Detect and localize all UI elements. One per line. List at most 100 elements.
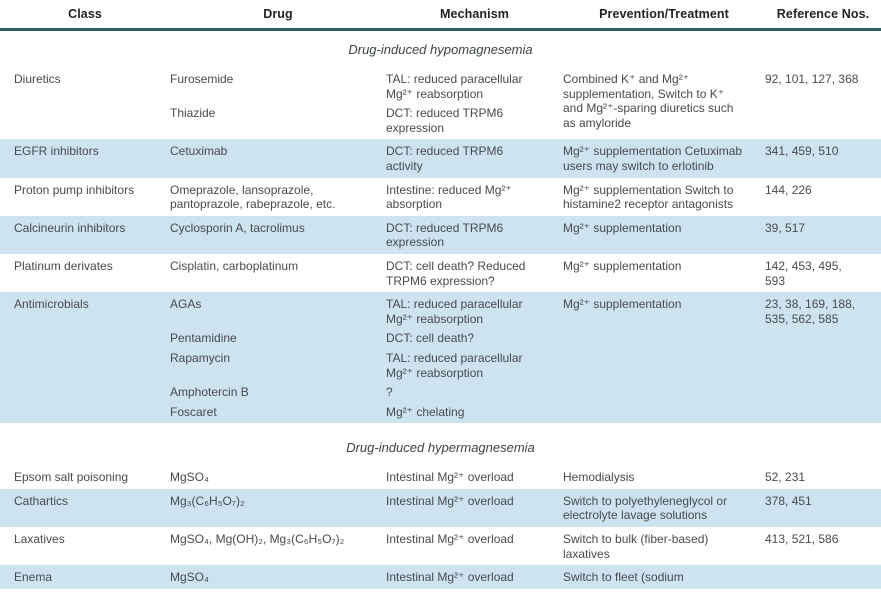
mechanism-cell: TAL: reduced paracellular Mg²⁺ reabsorpt… xyxy=(386,72,523,101)
drug-cell: Foscaret xyxy=(170,404,217,419)
table-row: Epsom salt poisoning MgSO₄ Intestinal Mg²⁺… xyxy=(0,465,881,489)
drug-cell: AGAs xyxy=(170,297,202,312)
prevention-cell: Mg²⁺ supplementation xyxy=(563,220,682,235)
references-cell: 144, 226 xyxy=(765,182,812,197)
table-row: Calcineurin inhibitors Cyclosporin A, tac… xyxy=(0,215,881,254)
class-cell: EGFR inhibitors xyxy=(14,144,99,159)
mechanism-cell: TAL: reduced paracellular Mg²⁺ reabsorpt… xyxy=(386,350,523,380)
prevention-cell: Mg²⁺ supplementation Switch to histamine… xyxy=(563,182,734,212)
class-cell: Diuretics xyxy=(14,72,61,86)
class-cell: Enema xyxy=(14,570,53,585)
drug-mechanism-subrow: AGAs TAL: reduced paracellular Mg²⁺ reabs… xyxy=(170,297,563,326)
drug-mechanism-subrow: Cyclosporin A, tacrolimus DCT: reduced TR… xyxy=(170,221,563,250)
drug-cell: Cetuximab xyxy=(170,144,228,159)
class-cell: Cathartics xyxy=(14,493,69,508)
section-title: Drug-induced hypomagnesemia xyxy=(348,42,533,57)
references-cell: 413, 521, 586 xyxy=(765,532,839,547)
drug-cell: Cisplatin, carboplatinum xyxy=(170,258,299,273)
drug-mechanism-subrow: Cisplatin, carboplatinum DCT: cell death?… xyxy=(170,259,563,288)
drug-cell: MgSO₄, Mg(OH)₂, Mg₃(C₆H₅O₇)₂ xyxy=(170,532,345,547)
references-cell: 142, 453, 495, 593 xyxy=(765,258,842,288)
drug-mechanism-group: Cetuximab DCT: reduced TRPM6 activity xyxy=(170,144,563,173)
drug-mechanism-group: Mg₃(C₆H₅O₇)₂ Intestinal Mg²⁺ overload xyxy=(170,494,563,509)
table-body: Drug-induced hypomagnesemia Diuretics Furo… xyxy=(0,42,881,589)
mechanism-cell: Intestinal Mg²⁺ overload xyxy=(386,493,514,508)
table-header: Class Drug Mechanism Prevention/Treatmen… xyxy=(0,0,881,28)
table-section: Drug-induced hypermagnesemia Epsom salt p… xyxy=(0,440,881,589)
mechanism-cell: DCT: reduced TRPM6 expression xyxy=(386,220,504,250)
drug-mechanism-group: Omeprazole, lansoprazole, pantoprazole, … xyxy=(170,183,563,212)
column-header-drug: Drug xyxy=(263,7,293,21)
section-title: Drug-induced hypermagnesemia xyxy=(346,440,535,456)
drug-mechanism-subrow: Mg₃(C₆H₅O₇)₂ Intestinal Mg²⁺ overload xyxy=(170,494,563,509)
class-cell: Laxatives xyxy=(14,532,65,547)
drug-mechanism-group: Furosemide TAL: reduced paracellular Mg²⁺… xyxy=(170,72,563,135)
prevention-cell: Mg²⁺ supplementation Cetuximab users may… xyxy=(563,144,743,173)
prevention-cell: Mg²⁺ supplementation xyxy=(563,297,682,312)
column-header-mechanism: Mechanism xyxy=(440,7,509,21)
drug-mechanism-subrow: MgSO₄ Intestinal Mg²⁺ overload xyxy=(170,470,563,485)
prevention-cell: Mg²⁺ supplementation xyxy=(563,258,682,273)
prevention-cell: Hemodialysis xyxy=(563,470,635,485)
drug-mechanism-subrow: Amphotercin B? xyxy=(170,385,563,400)
drug-mechanism-subrow: Pentamidine DCT: cell death? xyxy=(170,331,563,346)
mechanism-cell: DCT: reduced TRPM6 expression xyxy=(386,106,504,135)
drug-cell: Furosemide xyxy=(170,72,234,86)
mechanism-cell: DCT: cell death? xyxy=(386,331,475,346)
class-cell: Platinum derivates xyxy=(14,258,113,273)
drug-mechanism-subrow: MgSO₄ Intestinal Mg²⁺ overload xyxy=(170,570,563,585)
drug-mechanism-subrow: Foscaret Mg²⁺ chelating xyxy=(170,405,563,420)
mechanism-cell: DCT: reduced TRPM6 activity xyxy=(386,144,504,173)
drug-mechanism-subrow: Thiazide DCT: reduced TRPM6 expression xyxy=(170,106,563,135)
table-row: Proton pump inhibitors Omeprazole, lansop… xyxy=(0,178,881,216)
references-cell: 92, 101, 127, 368 xyxy=(765,72,859,86)
drug-cell: Thiazide xyxy=(170,106,216,121)
column-header-prevention-treatment: Prevention/Treatment xyxy=(599,7,729,21)
drug-cell: Rapamycin xyxy=(170,350,231,365)
mechanism-cell: DCT: cell death? Reduced TRPM6 expressio… xyxy=(386,258,526,288)
references-cell: 378, 451 xyxy=(765,493,812,508)
mechanism-cell: TAL: reduced paracellular Mg²⁺ reabsorpt… xyxy=(386,297,523,326)
class-cell: Proton pump inhibitors xyxy=(14,182,135,197)
mechanism-cell: Intestinal Mg²⁺ overload xyxy=(386,532,514,547)
class-cell: Epsom salt poisoning xyxy=(14,470,129,485)
drug-cell: Cyclosporin A, tacrolimus xyxy=(170,220,305,235)
references-cell: 341, 459, 510 xyxy=(765,144,839,159)
prevention-cell: Combined K⁺ and Mg²⁺ supplementation, Sw… xyxy=(563,72,734,130)
drug-cell: MgSO₄ xyxy=(170,570,209,585)
references-cell: 52, 231 xyxy=(765,470,806,485)
table-row: Antimicrobials AGAs TAL: reduced paracellu… xyxy=(0,292,881,424)
drug-mechanism-group: MgSO₄ Intestinal Mg²⁺ overload xyxy=(170,470,563,485)
drug-cell: Mg₃(C₆H₅O₇)₂ xyxy=(170,493,245,508)
references-cell: 23, 38, 169, 188, 535, 562, 585 xyxy=(765,297,856,326)
header-divider-rule xyxy=(0,28,881,31)
drug-mechanism-subrow: Omeprazole, lansoprazole, pantoprazole, … xyxy=(170,183,563,212)
drug-mechanism-subrow: Rapamycin TAL: reduced paracellular Mg²⁺ … xyxy=(170,351,563,380)
mechanism-cell: Mg²⁺ chelating xyxy=(386,404,465,419)
table-row: Enema MgSO₄ Intestinal Mg²⁺ overload Switch… xyxy=(0,565,881,589)
drug-mechanism-group: Cyclosporin A, tacrolimus DCT: reduced TR… xyxy=(170,221,563,250)
table-section: Drug-induced hypomagnesemia Diuretics Furo… xyxy=(0,42,881,424)
column-header-reference-nos: Reference Nos. xyxy=(776,7,870,21)
drug-mechanism-group: Cisplatin, carboplatinum DCT: cell death?… xyxy=(170,259,563,288)
table-row: Diuretics Furosemide TAL: reduced paracell… xyxy=(0,67,881,139)
mechanism-cell: Intestine: reduced Mg²⁺ absorption xyxy=(386,182,512,212)
table-row: Laxatives MgSO₄, Mg(OH)₂, Mg₃(C₆H₅O₇)₂ Int… xyxy=(0,527,881,565)
mechanism-cell: Intestinal Mg²⁺ overload xyxy=(386,470,514,485)
table-row: Platinum derivates Cisplatin, carboplatin… xyxy=(0,254,881,292)
drug-mechanism-group: MgSO₄ Intestinal Mg²⁺ overload xyxy=(170,570,563,585)
references-cell: 39, 517 xyxy=(765,220,806,235)
drug-mechanism-subrow: Cetuximab DCT: reduced TRPM6 activity xyxy=(170,144,563,173)
class-cell: Antimicrobials xyxy=(14,297,89,312)
column-header-class: Class xyxy=(68,7,102,21)
drug-mechanism-group: MgSO₄, Mg(OH)₂, Mg₃(C₆H₅O₇)₂ Intestinal M… xyxy=(170,532,563,547)
drug-cell: Omeprazole, lansoprazole, pantoprazole, … xyxy=(170,182,336,212)
mechanism-cell: Intestinal Mg²⁺ overload xyxy=(386,570,514,585)
table-row: Cathartics Mg₃(C₆H₅O₇)₂ Intestinal Mg²⁺ ov… xyxy=(0,488,881,528)
drug-mechanism-group: AGAs TAL: reduced paracellular Mg²⁺ reabs… xyxy=(170,297,563,419)
prevention-cell: Switch to bulk (fiber-based) laxatives xyxy=(563,532,709,561)
drug-cell: Amphotercin B xyxy=(170,385,249,400)
prevention-cell: Switch to fleet (sodium xyxy=(563,570,684,585)
drug-mechanism-subrow: MgSO₄, Mg(OH)₂, Mg₃(C₆H₅O₇)₂ Intestinal M… xyxy=(170,532,563,547)
